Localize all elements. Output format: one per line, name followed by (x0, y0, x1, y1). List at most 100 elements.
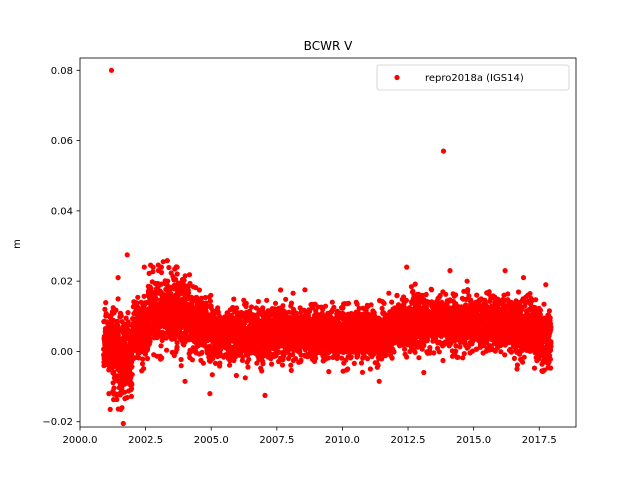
data-point (288, 367, 294, 373)
data-point (359, 369, 366, 375)
data-point (186, 272, 193, 278)
data-point (394, 292, 400, 298)
data-point (440, 357, 446, 364)
chart-title: BCWR V (304, 39, 353, 53)
data-point (280, 303, 286, 309)
data-point (421, 342, 427, 349)
data-point (283, 296, 289, 302)
data-point (207, 343, 213, 349)
data-point (453, 348, 459, 354)
data-point (183, 296, 189, 302)
data-point (423, 291, 429, 298)
data-point (141, 293, 147, 299)
data-point (404, 354, 410, 360)
data-point (279, 362, 286, 368)
data-point (144, 355, 151, 362)
data-point (207, 298, 213, 304)
data-point (166, 264, 172, 271)
data-point (443, 291, 449, 297)
data-point (113, 307, 119, 313)
data-point (135, 294, 141, 300)
data-point (200, 360, 206, 366)
data-point (367, 366, 373, 372)
data-point (164, 347, 170, 353)
data-point (455, 354, 461, 360)
data-point (453, 292, 459, 298)
data-point (412, 349, 418, 355)
data-point (189, 357, 195, 363)
data-point (243, 300, 249, 306)
data-point (368, 302, 374, 308)
data-point (114, 318, 120, 324)
data-point (185, 290, 192, 296)
data-point (379, 305, 385, 311)
data-point (245, 364, 251, 370)
data-point (158, 343, 164, 349)
data-point (178, 356, 184, 363)
data-point (217, 360, 223, 366)
data-point (278, 287, 284, 293)
data-point (264, 297, 270, 303)
data-point (136, 355, 142, 361)
data-point (174, 344, 180, 350)
data-point (313, 355, 319, 361)
data-point (123, 315, 129, 321)
data-point (150, 264, 156, 270)
data-point (403, 297, 409, 303)
data-point (272, 300, 279, 306)
data-point (122, 389, 128, 395)
data-point (174, 271, 180, 277)
data-point (182, 273, 188, 279)
data-point (187, 280, 193, 287)
data-point (129, 364, 135, 370)
data-point (129, 371, 135, 378)
data-point (147, 338, 153, 344)
data-point (208, 292, 214, 298)
data-point (424, 337, 430, 343)
data-point (260, 361, 266, 367)
data-point (431, 350, 437, 356)
data-point (259, 368, 265, 374)
data-point (173, 276, 179, 283)
data-point (331, 304, 337, 310)
data-point (199, 349, 205, 355)
data-point (178, 363, 184, 369)
data-point (290, 290, 296, 296)
data-point (118, 313, 124, 319)
data-point (122, 381, 128, 387)
data-point (139, 361, 146, 367)
data-point (348, 354, 354, 360)
data-point (255, 298, 261, 305)
data-point (209, 372, 215, 378)
data-point (436, 349, 442, 355)
data-point (325, 355, 332, 361)
data-point (164, 258, 170, 264)
data-point (129, 382, 135, 388)
data-point (288, 300, 295, 306)
data-point (358, 360, 365, 366)
data-point (103, 300, 109, 306)
data-point (233, 305, 240, 311)
data-point (140, 356, 146, 362)
data-point (227, 362, 233, 368)
data-point (417, 300, 423, 306)
data-point (124, 394, 130, 401)
data-point (181, 277, 187, 283)
data-point (148, 285, 154, 291)
data-point (233, 372, 239, 379)
data-point (345, 300, 352, 306)
data-point (389, 355, 395, 361)
data-point (125, 310, 131, 316)
data-point (375, 362, 381, 368)
data-point (412, 281, 418, 287)
data-point (120, 420, 126, 427)
data-point (128, 386, 135, 392)
data-point (193, 285, 199, 291)
data-point (196, 287, 202, 293)
data-point (391, 349, 397, 355)
data-point (302, 287, 308, 293)
data-point (288, 362, 294, 368)
data-point (246, 356, 252, 362)
data-point (165, 278, 171, 284)
data-point (174, 340, 180, 346)
